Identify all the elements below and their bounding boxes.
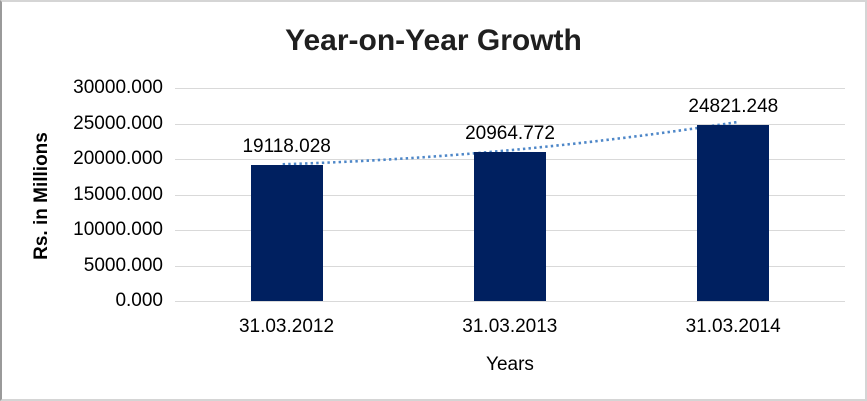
chart-title: Year-on-Year Growth <box>285 24 582 57</box>
x-category-label: 31.03.2012 <box>238 316 335 337</box>
y-tick-label: 5000.000 <box>83 254 163 276</box>
bar <box>697 124 770 301</box>
bar <box>250 165 323 301</box>
y-tick-label: 30000.000 <box>73 77 163 98</box>
gridline <box>175 88 845 89</box>
bar-value-label: 19118.028 <box>242 136 331 158</box>
y-tick-label: 20000.000 <box>73 148 163 169</box>
y-tick-label: 25000.000 <box>73 112 163 134</box>
bar-value-label: 24821.248 <box>688 95 779 117</box>
x-axis-title: Years <box>486 354 534 375</box>
bar-value-label: 20964.772 <box>465 123 555 145</box>
y-tick-label: 10000.000 <box>73 219 163 240</box>
x-category-label: 31.03.2014 <box>685 316 781 337</box>
bar <box>474 152 546 301</box>
y-tick-label: 15000.000 <box>73 183 163 205</box>
x-category-label: 31.03.2013 <box>462 316 558 337</box>
y-tick-label: 0.000 <box>115 290 163 311</box>
gridline <box>175 301 845 302</box>
